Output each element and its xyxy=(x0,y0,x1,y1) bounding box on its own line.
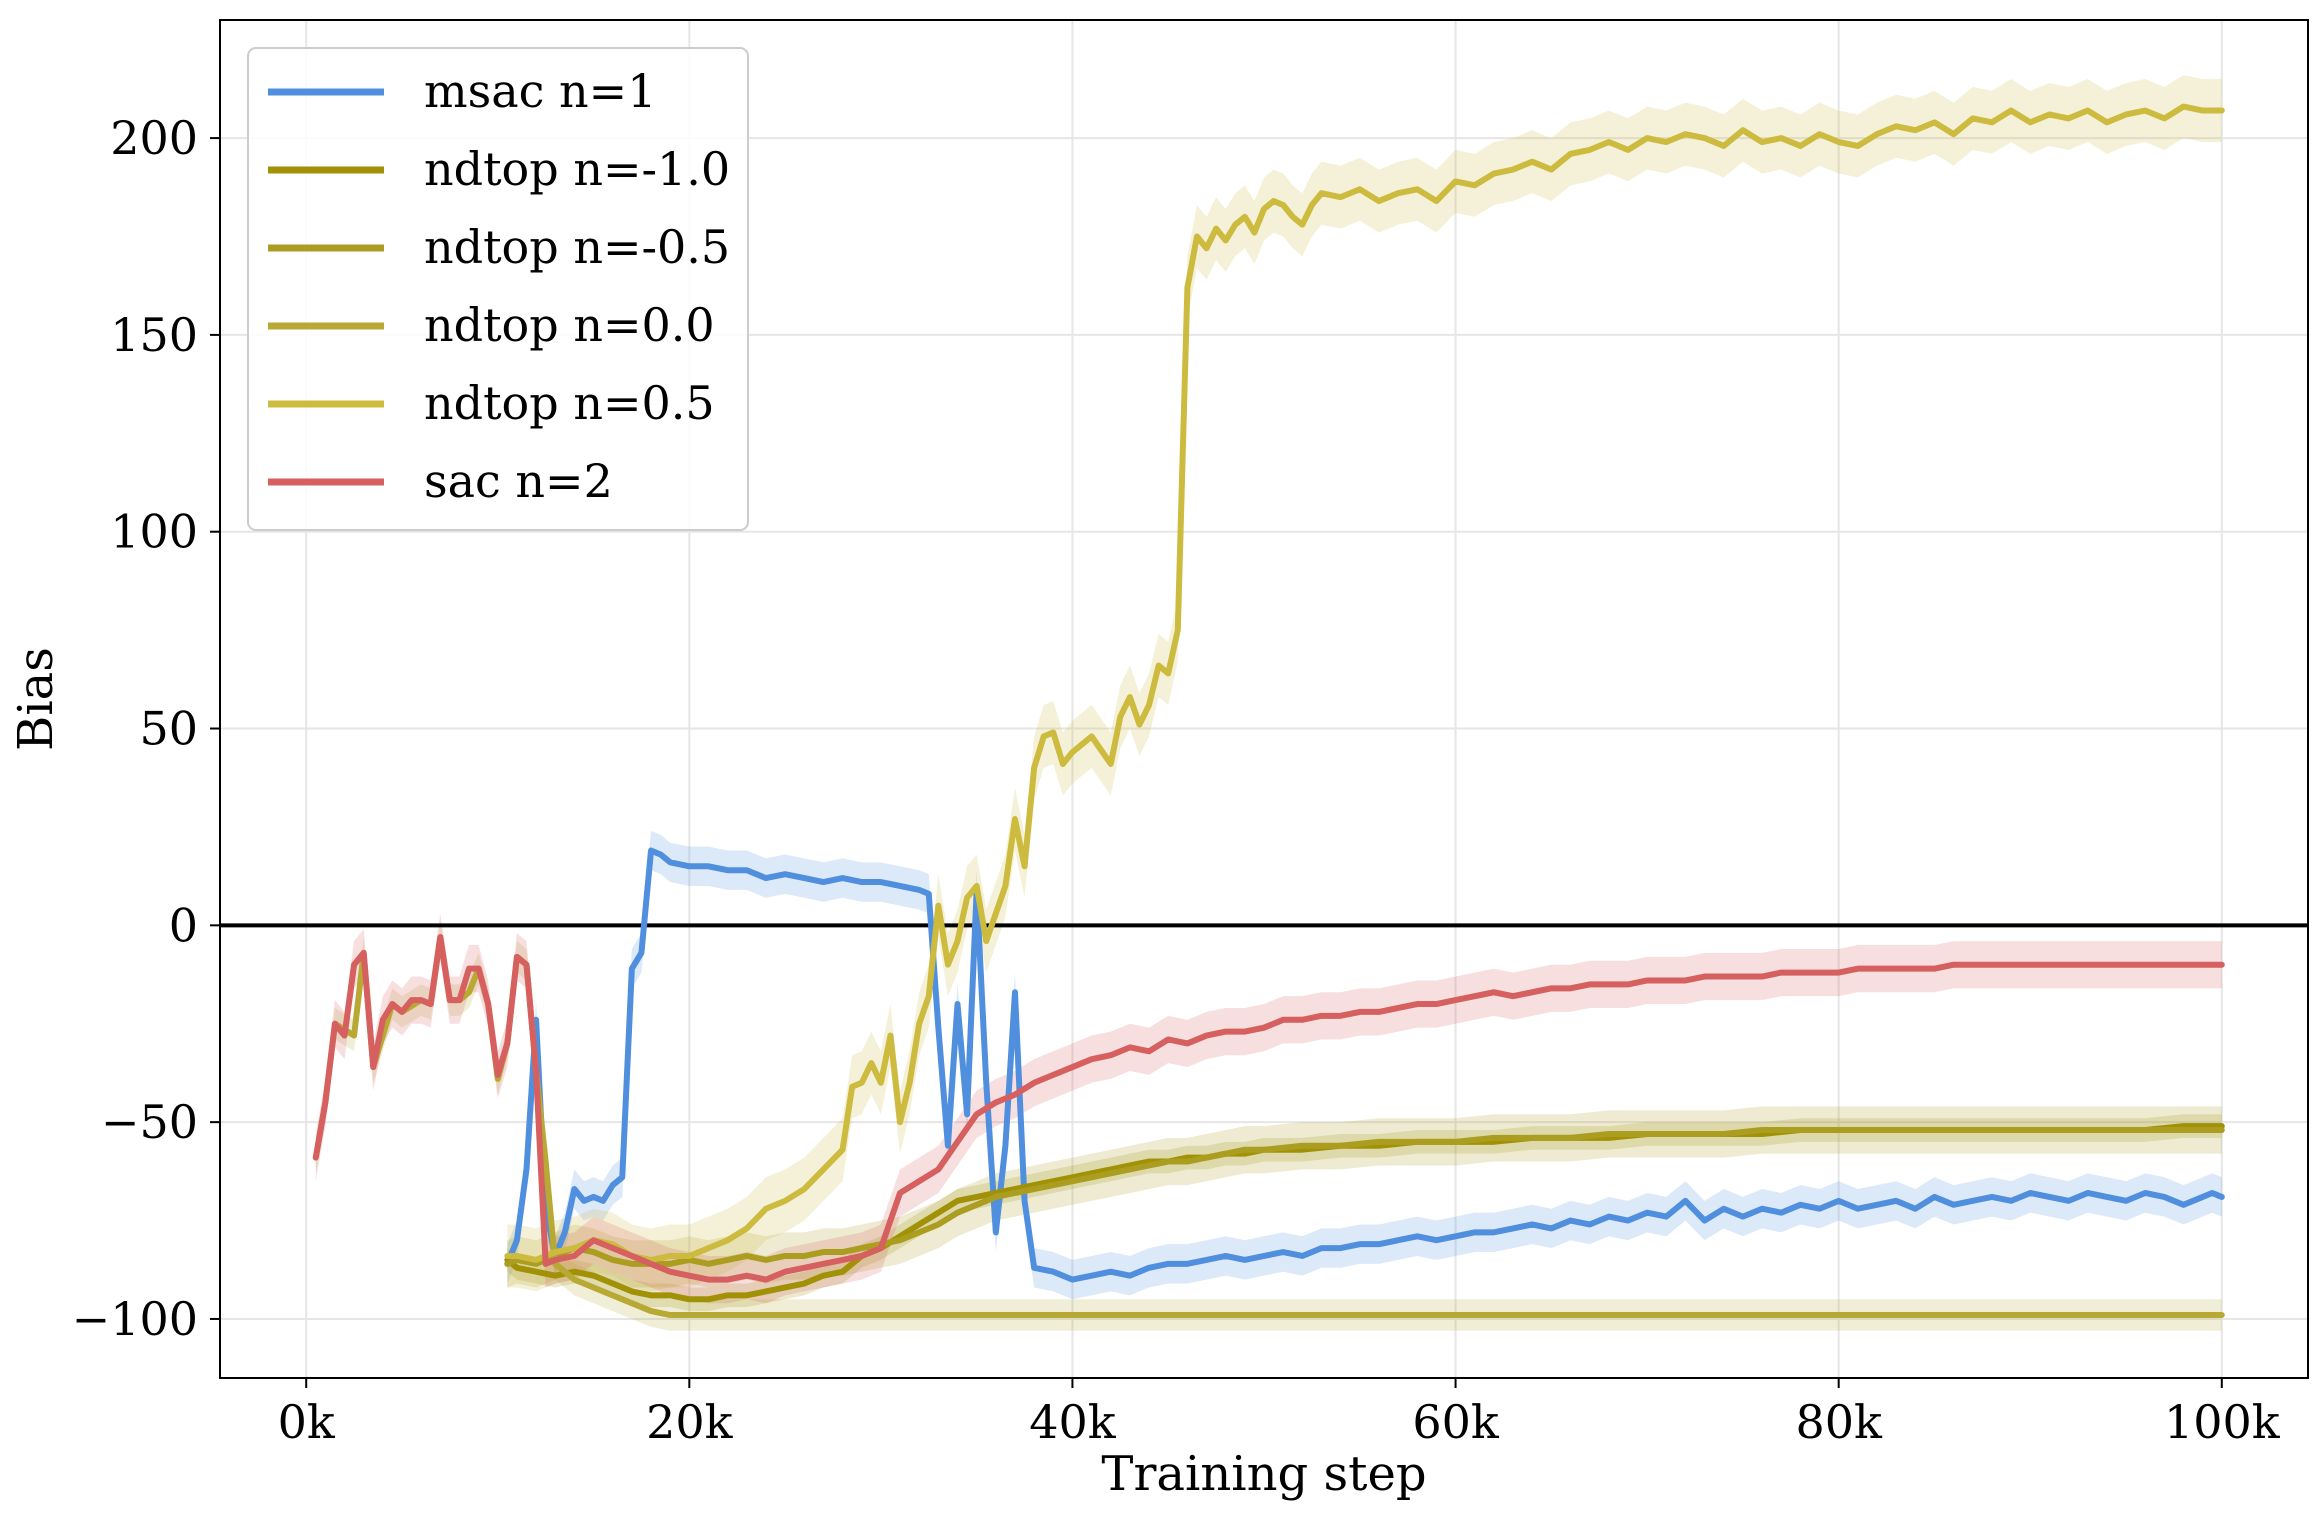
line-series-4 xyxy=(504,103,2225,1263)
y-tick-label: −100 xyxy=(72,1292,198,1346)
y-tick-label: −50 xyxy=(101,1095,198,1149)
confidence-bands xyxy=(315,75,2222,1331)
legend: msac n=1 ndtop n=-1.0 ndtop n=-0.5 ndtop n=… xyxy=(247,47,749,531)
x-tick-label: 100k xyxy=(2164,1395,2281,1449)
x-tick-label: 60k xyxy=(1412,1395,1500,1449)
y-axis-label: Bias xyxy=(8,647,64,751)
band-series-5 xyxy=(315,913,2222,1304)
legend-label: sac n=2 xyxy=(424,454,613,508)
line-series-2 xyxy=(504,1127,2225,1267)
x-tick-label: 20k xyxy=(646,1395,734,1449)
y-tick-label: 50 xyxy=(139,702,198,756)
x-tick-label: 0k xyxy=(278,1395,336,1449)
band-series-1 xyxy=(507,1114,2222,1312)
line-series-5 xyxy=(312,934,2225,1283)
legend-label: ndtop n=-1.0 xyxy=(424,142,730,196)
line-series-0 xyxy=(504,847,2225,1283)
series-lines xyxy=(312,103,2225,1319)
plot-frame xyxy=(219,19,2309,1379)
y-tick-label: 200 xyxy=(110,111,198,165)
x-tick-label: 80k xyxy=(1795,1395,1883,1449)
legend-label: ndtop n=0.0 xyxy=(424,298,715,352)
y-tick-label: 150 xyxy=(110,308,198,362)
y-tick-label: 100 xyxy=(110,505,198,559)
x-tick-label: 40k xyxy=(1029,1395,1117,1449)
legend-label: ndtop n=-0.5 xyxy=(424,220,730,274)
x-axis-label: Training step xyxy=(1101,1446,1426,1502)
legend-label: msac n=1 xyxy=(424,64,656,118)
axis-ticks: 0k 20k 40k 60k 80k 100k −100 −50 0 50 100 150 200 xyxy=(72,111,2281,1449)
y-tick-label: 0 xyxy=(169,898,198,952)
legend-label: ndtop n=0.5 xyxy=(424,376,715,430)
band-series-2 xyxy=(507,1106,2222,1288)
band-series-0 xyxy=(507,830,2222,1300)
